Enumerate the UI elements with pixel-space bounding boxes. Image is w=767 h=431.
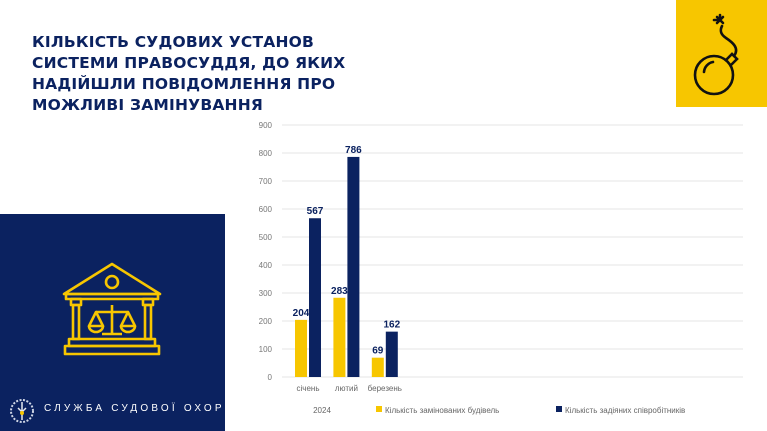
page-title: КІЛЬКІСТЬ СУДОВИХ УСТАНОВ СИСТЕМИ ПРАВОС…	[32, 33, 346, 114]
y-tick-label: 0	[268, 373, 273, 382]
x-group-label: 2024	[313, 406, 331, 415]
court-panel	[0, 214, 225, 431]
y-tick-label: 200	[259, 317, 273, 326]
bar	[385, 331, 398, 377]
legend-swatch	[376, 406, 382, 412]
data-label: 162	[383, 320, 400, 331]
y-tick-label: 900	[259, 121, 273, 130]
y-tick-label: 600	[259, 205, 273, 214]
bomb-tile	[676, 0, 767, 107]
data-label: 786	[345, 145, 362, 156]
bar	[333, 297, 346, 377]
x-tick-label: лютий	[335, 384, 358, 393]
bar	[371, 357, 384, 377]
legend-swatch	[556, 406, 562, 412]
legend-label: Кількість замінованих будівель	[385, 406, 499, 415]
data-label: 283	[331, 286, 348, 297]
y-tick-label: 300	[259, 289, 273, 298]
service-seal-icon	[10, 399, 34, 423]
organization-name: СЛУЖБА СУДОВОЇ ОХОРОНИ	[44, 403, 257, 414]
data-label: 69	[372, 346, 384, 357]
legend-label: Кількість задіяних співробітників	[565, 406, 685, 415]
y-tick-label: 700	[259, 177, 273, 186]
data-label: 204	[293, 308, 310, 319]
y-tick-label: 500	[259, 233, 273, 242]
courthouse-scales-icon	[62, 262, 162, 356]
y-tick-label: 400	[259, 261, 273, 270]
x-tick-label: березень	[368, 384, 402, 393]
y-tick-label: 800	[259, 149, 273, 158]
bar	[347, 156, 360, 377]
y-tick-label: 100	[259, 345, 273, 354]
bar	[309, 218, 321, 377]
data-label: 567	[307, 206, 324, 217]
x-tick-label: січень	[297, 384, 320, 393]
bomb-icon	[693, 13, 739, 96]
bar	[295, 319, 307, 377]
